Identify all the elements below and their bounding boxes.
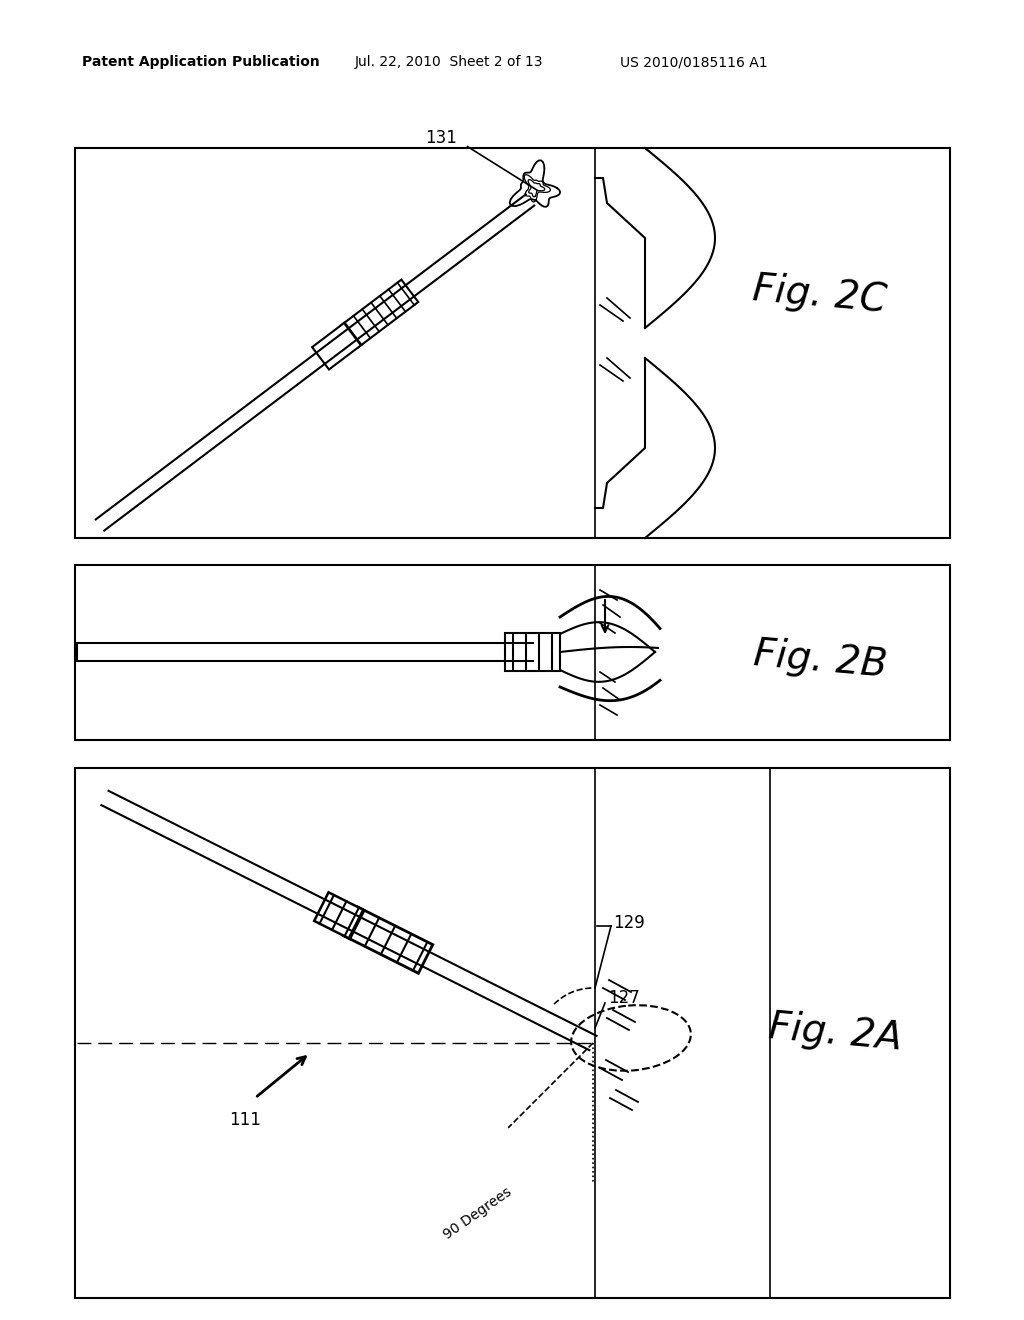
Polygon shape bbox=[314, 892, 365, 939]
Bar bbox=[505, 634, 560, 671]
Polygon shape bbox=[343, 907, 433, 973]
Text: Fig. 2C: Fig. 2C bbox=[752, 271, 889, 319]
Text: 131: 131 bbox=[425, 129, 457, 147]
Bar bbox=[75, 148, 950, 539]
Bar bbox=[75, 768, 950, 1298]
Text: 90 Degrees: 90 Degrees bbox=[441, 1184, 515, 1242]
Text: US 2010/0185116 A1: US 2010/0185116 A1 bbox=[620, 55, 768, 69]
Text: Fig. 2B: Fig. 2B bbox=[752, 635, 889, 685]
Text: 111: 111 bbox=[229, 1111, 261, 1129]
Polygon shape bbox=[341, 280, 418, 348]
Bar bbox=[75, 565, 950, 741]
Text: Patent Application Publication: Patent Application Publication bbox=[82, 55, 319, 69]
Text: Fig. 2A: Fig. 2A bbox=[767, 1008, 903, 1057]
Text: 129: 129 bbox=[613, 913, 645, 932]
Polygon shape bbox=[312, 323, 360, 370]
Text: 127: 127 bbox=[608, 989, 640, 1007]
Text: Jul. 22, 2010  Sheet 2 of 13: Jul. 22, 2010 Sheet 2 of 13 bbox=[355, 55, 544, 69]
